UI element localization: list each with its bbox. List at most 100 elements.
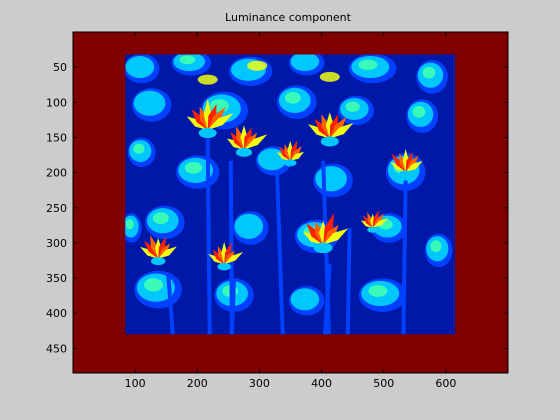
flower-petal bbox=[290, 140, 298, 161]
flower-petal bbox=[243, 132, 258, 150]
x-tick-label: 600 bbox=[435, 377, 456, 390]
flower-petal bbox=[390, 162, 406, 173]
flower-petal bbox=[140, 246, 159, 259]
lily-pad-bright bbox=[430, 240, 442, 253]
chart-title: Luminance component bbox=[225, 11, 352, 24]
flower-petal bbox=[372, 217, 389, 228]
flower-stem bbox=[322, 264, 332, 335]
y-tick-label: 200 bbox=[46, 167, 67, 180]
y-tick-label: 100 bbox=[46, 96, 67, 109]
axes-frame bbox=[72, 31, 509, 374]
flower-petal bbox=[405, 151, 413, 173]
flower-petal bbox=[186, 116, 208, 131]
y-tick-label: 250 bbox=[46, 202, 67, 215]
flower-petal bbox=[290, 145, 302, 161]
flower-petal bbox=[323, 213, 335, 245]
lily-pad-highlight bbox=[290, 288, 320, 311]
y-tick-label: 400 bbox=[46, 307, 67, 320]
flower-stem bbox=[205, 138, 212, 335]
flower-petal bbox=[207, 106, 226, 131]
flower-stem bbox=[229, 278, 237, 335]
flower-petal bbox=[158, 243, 171, 259]
lily-pad-highlight bbox=[315, 166, 347, 192]
flower-petal bbox=[207, 103, 217, 131]
flower-petal bbox=[290, 151, 305, 161]
axes: 100 200 300 400 500 600 50 100 150 200 250 300 350 4… bbox=[46, 31, 509, 390]
flower-petal bbox=[329, 123, 354, 139]
flower-petal bbox=[158, 246, 177, 259]
lily-pad-bright bbox=[184, 161, 203, 174]
flower-petal bbox=[191, 109, 208, 131]
lily-pad-bright bbox=[133, 143, 145, 154]
lily-pad-bright bbox=[345, 101, 360, 112]
y-axis-ticks: 50 100 150 200 250 300 350 400 450 bbox=[46, 61, 508, 355]
flower-petal bbox=[284, 143, 291, 161]
flower-petal bbox=[372, 210, 379, 228]
flower-petal bbox=[243, 134, 268, 150]
lily-pad-bright bbox=[422, 66, 436, 79]
x-axis-ticks: 100 200 300 400 500 600 bbox=[125, 32, 456, 390]
lily-pad-highlight bbox=[125, 56, 155, 79]
flower-base bbox=[398, 170, 413, 179]
flower-petal bbox=[329, 114, 338, 139]
flower-petal bbox=[323, 228, 349, 245]
flower-petal bbox=[279, 146, 291, 161]
y-tick-label: 300 bbox=[46, 237, 67, 250]
flower-petal bbox=[306, 223, 324, 245]
yellow-highlight bbox=[197, 74, 218, 85]
flower-base bbox=[320, 136, 339, 147]
flower-petal bbox=[150, 235, 159, 259]
flower-petal bbox=[362, 215, 373, 228]
flower-base bbox=[217, 262, 231, 271]
flower-petal bbox=[391, 153, 406, 173]
flower-petal bbox=[321, 114, 330, 139]
flower-petal bbox=[235, 126, 244, 150]
lily-pad-highlight bbox=[234, 213, 264, 239]
y-tick-label: 50 bbox=[53, 61, 67, 74]
flower-petal bbox=[303, 231, 324, 245]
lily-pad-bright bbox=[412, 105, 426, 118]
luminance-image bbox=[73, 32, 508, 373]
lily-pad-bright bbox=[284, 91, 301, 104]
lily-pad-bright bbox=[143, 278, 163, 292]
flower-petal bbox=[207, 113, 234, 131]
flower-petal bbox=[208, 253, 225, 265]
lily-pad-bright bbox=[125, 219, 134, 230]
flower-petal bbox=[314, 118, 330, 139]
flower-petal bbox=[224, 251, 244, 265]
flower-petal bbox=[217, 245, 225, 265]
flower-petal bbox=[405, 155, 419, 173]
flower-petal bbox=[399, 153, 406, 173]
y-tick-label: 350 bbox=[46, 272, 67, 285]
flower-petal bbox=[230, 132, 244, 150]
y-tick-label: 450 bbox=[46, 342, 67, 355]
lily-pad-bright bbox=[179, 55, 196, 65]
flower-petal bbox=[243, 127, 252, 150]
flower-stem bbox=[345, 227, 352, 335]
lily-pad-bright bbox=[368, 285, 388, 297]
yellow-highlight bbox=[247, 60, 268, 71]
flower-petal bbox=[372, 213, 385, 228]
flower-petal bbox=[224, 250, 235, 265]
x-tick-label: 200 bbox=[187, 377, 208, 390]
flower-petal bbox=[360, 220, 373, 228]
flower-petal bbox=[226, 138, 244, 150]
flower-petal bbox=[405, 160, 423, 173]
x-tick-label: 300 bbox=[249, 377, 270, 390]
flower-base bbox=[313, 242, 333, 254]
lily-pad-bright bbox=[358, 59, 378, 70]
image-content bbox=[125, 54, 456, 335]
flower-base bbox=[283, 159, 297, 167]
flower-petal bbox=[144, 240, 159, 259]
lily-pad-bright bbox=[152, 212, 169, 225]
flower-stem bbox=[401, 180, 408, 335]
y-tick-label: 150 bbox=[46, 131, 67, 144]
flower-petal bbox=[199, 106, 208, 131]
flower-petal bbox=[308, 124, 330, 139]
yellow-highlight bbox=[319, 71, 340, 82]
flower-petal bbox=[329, 116, 347, 139]
lily-pad-highlight bbox=[290, 54, 320, 72]
flower-stem bbox=[274, 171, 285, 335]
x-tick-label: 400 bbox=[311, 377, 332, 390]
